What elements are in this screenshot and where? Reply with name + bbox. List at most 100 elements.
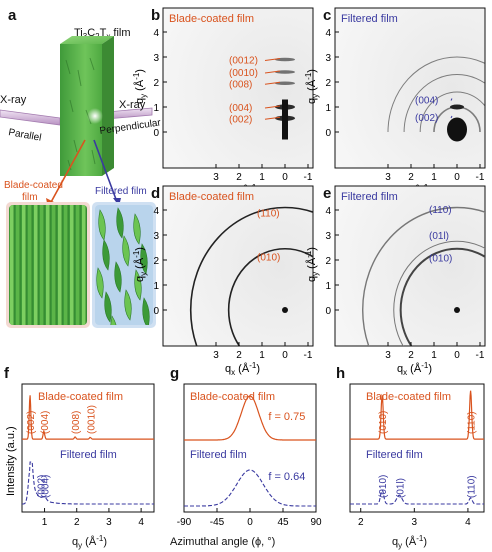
peak-arrow (264, 105, 281, 109)
filtered-flake (133, 213, 141, 245)
tick-label-y: 1 (325, 103, 331, 114)
series-name-blade: Blade-coated film (190, 391, 275, 403)
peak-label: (002) (229, 114, 252, 125)
tick-label-x: 4 (138, 517, 144, 528)
line-plots: f 1 2 3 4 Blade-coated film Filtered film (002)… (4, 365, 485, 528)
filtered-flake (96, 267, 104, 299)
beam-center (454, 307, 460, 313)
peak-label-blade: (008) (71, 411, 82, 434)
blade-stripe (76, 205, 80, 325)
blade-stripe (40, 205, 44, 325)
beam-center (282, 307, 288, 313)
blade-label-1: Blade-coated (4, 180, 63, 191)
tick-label-y: 1 (153, 103, 159, 114)
panel-d: d Blade-coated film(110) (010) 3 2 1 0 -1 4 3 2 1 0 q… (132, 185, 314, 377)
series-line-blade (22, 395, 154, 440)
tick-label-x: 3 (213, 172, 219, 183)
reflection-spot (275, 70, 295, 74)
tick-label-x: 2 (74, 517, 80, 528)
axis-label-qx: qx (Å-1) (397, 361, 432, 377)
filtered-flake (114, 261, 122, 293)
g-xlabel: Azimuthal angle (ϕ, °) (170, 536, 275, 548)
pattern-title: Filtered film (341, 191, 398, 203)
panel-label-e: e (323, 185, 331, 202)
panel-label-b: b (151, 7, 160, 24)
tick-label-y: 0 (153, 128, 159, 139)
blade-stripe (46, 205, 50, 325)
pattern-frame (162, 7, 314, 169)
filtered-flake (142, 297, 150, 325)
blade-stripe (16, 205, 20, 325)
peak-label: (0012) (229, 56, 258, 67)
tick-label-x: 0 (282, 172, 288, 183)
peak-label: (010) (429, 254, 452, 265)
pattern-frame (334, 7, 486, 169)
pattern-content (387, 56, 485, 142)
tick-label-y: 4 (325, 28, 331, 39)
tick-label-y: 2 (325, 256, 331, 267)
tick-label-y: 2 (153, 256, 159, 267)
tick-label-x: 1 (431, 172, 437, 183)
tick-label-x: 90 (310, 517, 322, 528)
peak-label: (004) (229, 103, 252, 114)
film-block-front (60, 44, 102, 176)
peak-label-filtered: (01l) (395, 478, 406, 498)
peak-label: (002) (415, 113, 438, 124)
pattern-title: Filtered film (341, 13, 398, 25)
diffraction-arc (419, 91, 458, 133)
axis-label-intensity: Intensity (a.u.) (5, 426, 17, 496)
tick-label-x: 3 (385, 172, 391, 183)
panel-g: g -90 -45 0 45 90 Blade-coated film Filtered fi… (170, 365, 322, 528)
filtered-flake (134, 269, 142, 301)
f-value-filtered: f = 0.64 (268, 471, 305, 483)
reflection-spot (275, 81, 295, 86)
tick-label-x: 0 (454, 172, 460, 183)
peak-arrow (264, 58, 281, 61)
xray-beam-left (0, 109, 61, 126)
pattern-title: Blade-coated film (169, 191, 254, 203)
series-line-filtered (350, 489, 484, 505)
pattern-content (362, 206, 485, 346)
tick-label-y: 1 (153, 281, 159, 292)
tick-label-x: 3 (412, 517, 418, 528)
tick-label-x: 45 (277, 517, 289, 528)
peak-arrow (264, 70, 281, 74)
diffraction-ring (189, 206, 313, 346)
plot-frame (183, 383, 317, 513)
peak-label: (110) (257, 209, 280, 220)
diffraction-arc (456, 91, 485, 107)
tick-label-y: 2 (153, 78, 159, 89)
tick-label-x: 2 (408, 172, 414, 183)
tick-label-x: 2 (358, 517, 364, 528)
peak-arrow (264, 116, 281, 120)
beamstop (282, 99, 288, 140)
tick-label-x: 4 (465, 517, 471, 528)
peak-label-blade: (110) (467, 411, 478, 434)
beam-spot (87, 108, 103, 124)
series-name-filtered: Filtered film (60, 449, 117, 461)
axis-label-qx: qx (Å-1) (225, 361, 260, 377)
panel-label-h: h (336, 365, 345, 382)
peak-label: (008) (229, 79, 252, 90)
tick-label-y: 4 (325, 206, 331, 217)
blade-stripe (22, 205, 26, 325)
diffraction-ring (399, 247, 485, 346)
tick-label-x: 2 (236, 350, 242, 361)
peak-label-blade: (002) (26, 411, 37, 434)
xray-right-label: X-ray (119, 99, 146, 111)
peak-label-blade: (0010) (86, 405, 97, 434)
plot-frame (349, 383, 485, 513)
tick-label-x: -1 (304, 172, 313, 183)
tick-label-x: 2 (408, 350, 414, 361)
panel-h: h 2 3 4 Blade-coated film Filtered film (010) (… (336, 365, 485, 528)
tick-label-y: 1 (325, 281, 331, 292)
plot-frame (21, 383, 155, 513)
film-block-top (60, 36, 114, 44)
peak-label: (010) (257, 252, 280, 263)
filtered-label: Filtered film (95, 186, 147, 197)
peak-arrow (450, 98, 453, 101)
f-xlabel: qy (Å-1) (72, 534, 107, 550)
reflection-spot (275, 57, 295, 62)
panel-label-g: g (170, 365, 179, 382)
